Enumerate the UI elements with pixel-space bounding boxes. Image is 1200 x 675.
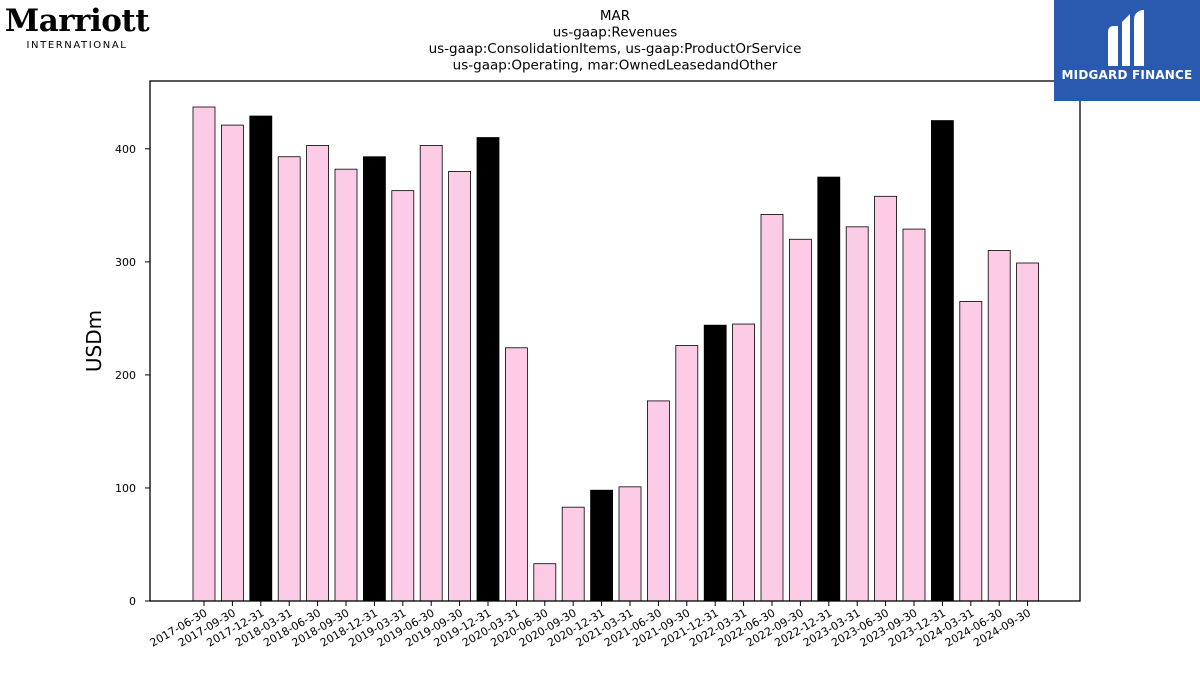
x-axis: 2017-06-302017-09-302017-12-312018-03-31… [148, 601, 1033, 650]
midgard-mark-icon [1108, 10, 1144, 66]
bar-2020-06-30 [533, 563, 557, 602]
bar-2021-03-31 [618, 486, 642, 602]
chart-title-line: MAR [600, 8, 630, 24]
plot-frame [149, 80, 1081, 602]
bar-2018-06-30 [306, 145, 330, 602]
bar-2018-09-30 [334, 168, 358, 602]
midgard-finance-logo-text: MIDGARD FINANCE [1061, 68, 1193, 82]
chart-title-line: us-gaap:Revenues [553, 25, 678, 41]
y-tick-label: 400 [115, 143, 136, 156]
bar-2022-06-30 [760, 213, 784, 602]
bar-2024-03-31 [959, 301, 983, 602]
bar-2023-09-30 [902, 228, 926, 602]
bar-2023-12-31 [931, 120, 954, 602]
y-tick-label: 200 [115, 369, 136, 382]
marriott-logo: Marriott INTERNATIONAL [4, 4, 150, 54]
bar-2020-09-30 [561, 506, 585, 602]
bar-2022-03-31 [732, 323, 755, 602]
bar-2020-03-31 [504, 347, 528, 602]
y-tick-label: 0 [129, 595, 136, 608]
bar-2023-06-30 [874, 195, 897, 602]
bars-group [192, 106, 1039, 602]
bar-2021-06-30 [647, 400, 670, 602]
chart-title-line: us-gaap:Operating, mar:OwnedLeasedandOth… [453, 58, 778, 74]
bar-2024-09-30 [1016, 262, 1039, 602]
midgard-finance-logo: MIDGARD FINANCE [1054, 0, 1200, 101]
bar-2022-09-30 [789, 238, 812, 602]
y-tick-label: 100 [115, 482, 136, 495]
bar-2022-12-31 [817, 176, 841, 602]
bar-2018-12-31 [362, 156, 386, 602]
bar-2018-03-31 [277, 156, 301, 602]
bar-2021-12-31 [703, 324, 727, 602]
y-tick-label: 300 [115, 256, 136, 269]
bar-2017-06-30 [192, 106, 216, 602]
bar-2020-12-31 [590, 489, 613, 602]
bar-2019-06-30 [419, 145, 443, 602]
bar-2017-12-31 [249, 115, 273, 602]
bar-2019-12-31 [476, 137, 500, 602]
bar-2024-06-30 [987, 250, 1011, 602]
chart-title: MARus-gaap:Revenuesus-gaap:Consolidation… [429, 8, 802, 74]
bar-2017-09-30 [220, 124, 244, 602]
y-axis: 0 100 200 300 400 [115, 143, 150, 608]
bar-2023-03-31 [845, 226, 869, 602]
bar-2021-09-30 [675, 345, 699, 602]
marriott-logo-subtitle: INTERNATIONAL [26, 40, 128, 51]
chart-title-line: us-gaap:ConsolidationItems, us-gaap:Prod… [429, 41, 802, 57]
marriott-logo-word: Marriott [4, 3, 150, 39]
bar-2019-09-30 [448, 171, 472, 602]
y-axis-label: USDm [82, 310, 106, 372]
bar-2019-03-31 [391, 190, 415, 602]
